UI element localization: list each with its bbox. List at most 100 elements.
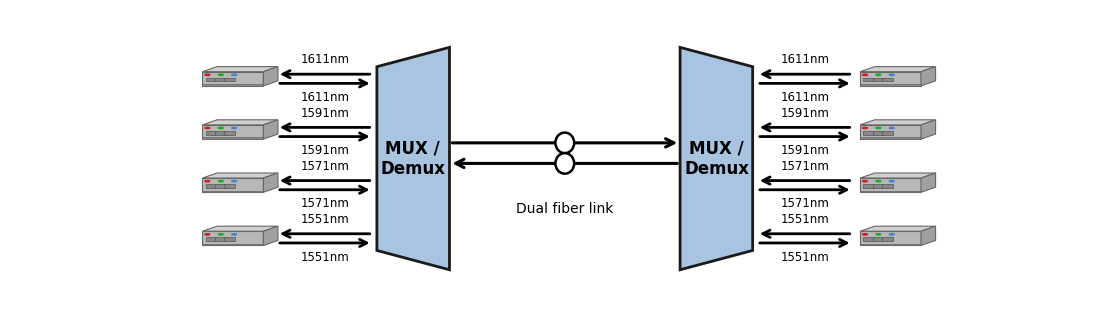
Bar	[203, 84, 263, 86]
Bar	[882, 78, 893, 82]
Polygon shape	[203, 120, 278, 125]
Bar	[873, 237, 884, 241]
Bar	[873, 78, 884, 82]
Bar	[863, 237, 874, 241]
Bar	[861, 244, 921, 246]
Text: 1571nm: 1571nm	[780, 160, 829, 173]
Text: MUX /
Demux: MUX / Demux	[684, 139, 749, 178]
Bar	[203, 178, 263, 192]
Bar	[861, 138, 921, 139]
Text: Dual fiber link: Dual fiber link	[516, 202, 614, 216]
Bar	[206, 184, 216, 188]
Circle shape	[863, 234, 867, 235]
Bar	[882, 184, 893, 188]
Bar	[225, 184, 235, 188]
Bar	[873, 184, 884, 188]
Text: 1591nm: 1591nm	[301, 144, 349, 157]
Polygon shape	[263, 173, 278, 192]
Circle shape	[889, 127, 894, 129]
Text: 1551nm: 1551nm	[301, 213, 349, 226]
Circle shape	[231, 127, 237, 129]
Polygon shape	[203, 226, 278, 231]
Circle shape	[218, 181, 224, 182]
Bar	[863, 184, 874, 188]
Polygon shape	[861, 173, 936, 178]
Circle shape	[876, 181, 880, 182]
Polygon shape	[203, 173, 278, 178]
Bar	[882, 131, 893, 135]
Bar	[861, 178, 921, 192]
Polygon shape	[263, 120, 278, 139]
Circle shape	[889, 234, 894, 235]
Circle shape	[205, 127, 209, 129]
Bar	[203, 191, 263, 192]
Bar	[882, 237, 893, 241]
Circle shape	[876, 234, 880, 235]
Bar	[203, 138, 263, 139]
Bar	[203, 244, 263, 246]
Polygon shape	[861, 226, 936, 231]
Ellipse shape	[555, 153, 574, 174]
Circle shape	[863, 74, 867, 75]
Polygon shape	[203, 67, 278, 72]
Circle shape	[889, 74, 894, 75]
Circle shape	[231, 74, 237, 75]
Bar	[861, 72, 921, 86]
Circle shape	[218, 127, 224, 129]
Bar	[861, 191, 921, 192]
Text: 1551nm: 1551nm	[780, 213, 829, 226]
Text: 1571nm: 1571nm	[780, 198, 829, 210]
Circle shape	[231, 234, 237, 235]
Polygon shape	[263, 226, 278, 246]
Text: 1611nm: 1611nm	[780, 91, 830, 104]
Text: 1571nm: 1571nm	[301, 160, 349, 173]
Text: MUX /
Demux: MUX / Demux	[380, 139, 445, 178]
Bar	[225, 131, 235, 135]
Bar	[215, 237, 226, 241]
Polygon shape	[861, 120, 936, 125]
Bar	[206, 237, 216, 241]
Circle shape	[876, 74, 880, 75]
Bar	[206, 131, 216, 135]
Circle shape	[863, 181, 867, 182]
Bar	[863, 131, 874, 135]
Bar	[215, 184, 226, 188]
Polygon shape	[921, 173, 936, 192]
Bar	[203, 72, 263, 86]
Bar	[861, 84, 921, 86]
Text: 1611nm: 1611nm	[780, 53, 830, 67]
Polygon shape	[921, 226, 936, 246]
Bar	[225, 78, 235, 82]
Bar	[215, 78, 226, 82]
Bar	[215, 131, 226, 135]
Circle shape	[231, 181, 237, 182]
Circle shape	[218, 234, 224, 235]
Bar	[206, 78, 216, 82]
Polygon shape	[263, 67, 278, 86]
Text: 1591nm: 1591nm	[780, 144, 829, 157]
Text: 1551nm: 1551nm	[301, 251, 349, 264]
Polygon shape	[377, 47, 450, 270]
Text: 1551nm: 1551nm	[780, 251, 829, 264]
Bar	[203, 125, 263, 139]
Text: 1571nm: 1571nm	[301, 198, 349, 210]
Ellipse shape	[555, 133, 574, 153]
Circle shape	[863, 127, 867, 129]
Circle shape	[876, 127, 880, 129]
Polygon shape	[921, 67, 936, 86]
Bar	[861, 231, 921, 246]
Text: 1611nm: 1611nm	[300, 53, 349, 67]
Bar	[861, 125, 921, 139]
Polygon shape	[921, 120, 936, 139]
Bar	[863, 78, 874, 82]
Text: 1591nm: 1591nm	[301, 107, 349, 120]
Circle shape	[205, 181, 209, 182]
Circle shape	[205, 234, 209, 235]
Bar	[225, 237, 235, 241]
Polygon shape	[680, 47, 753, 270]
Text: 1611nm: 1611nm	[300, 91, 349, 104]
Circle shape	[205, 74, 209, 75]
Bar	[873, 131, 884, 135]
Circle shape	[889, 181, 894, 182]
Bar	[203, 231, 263, 246]
